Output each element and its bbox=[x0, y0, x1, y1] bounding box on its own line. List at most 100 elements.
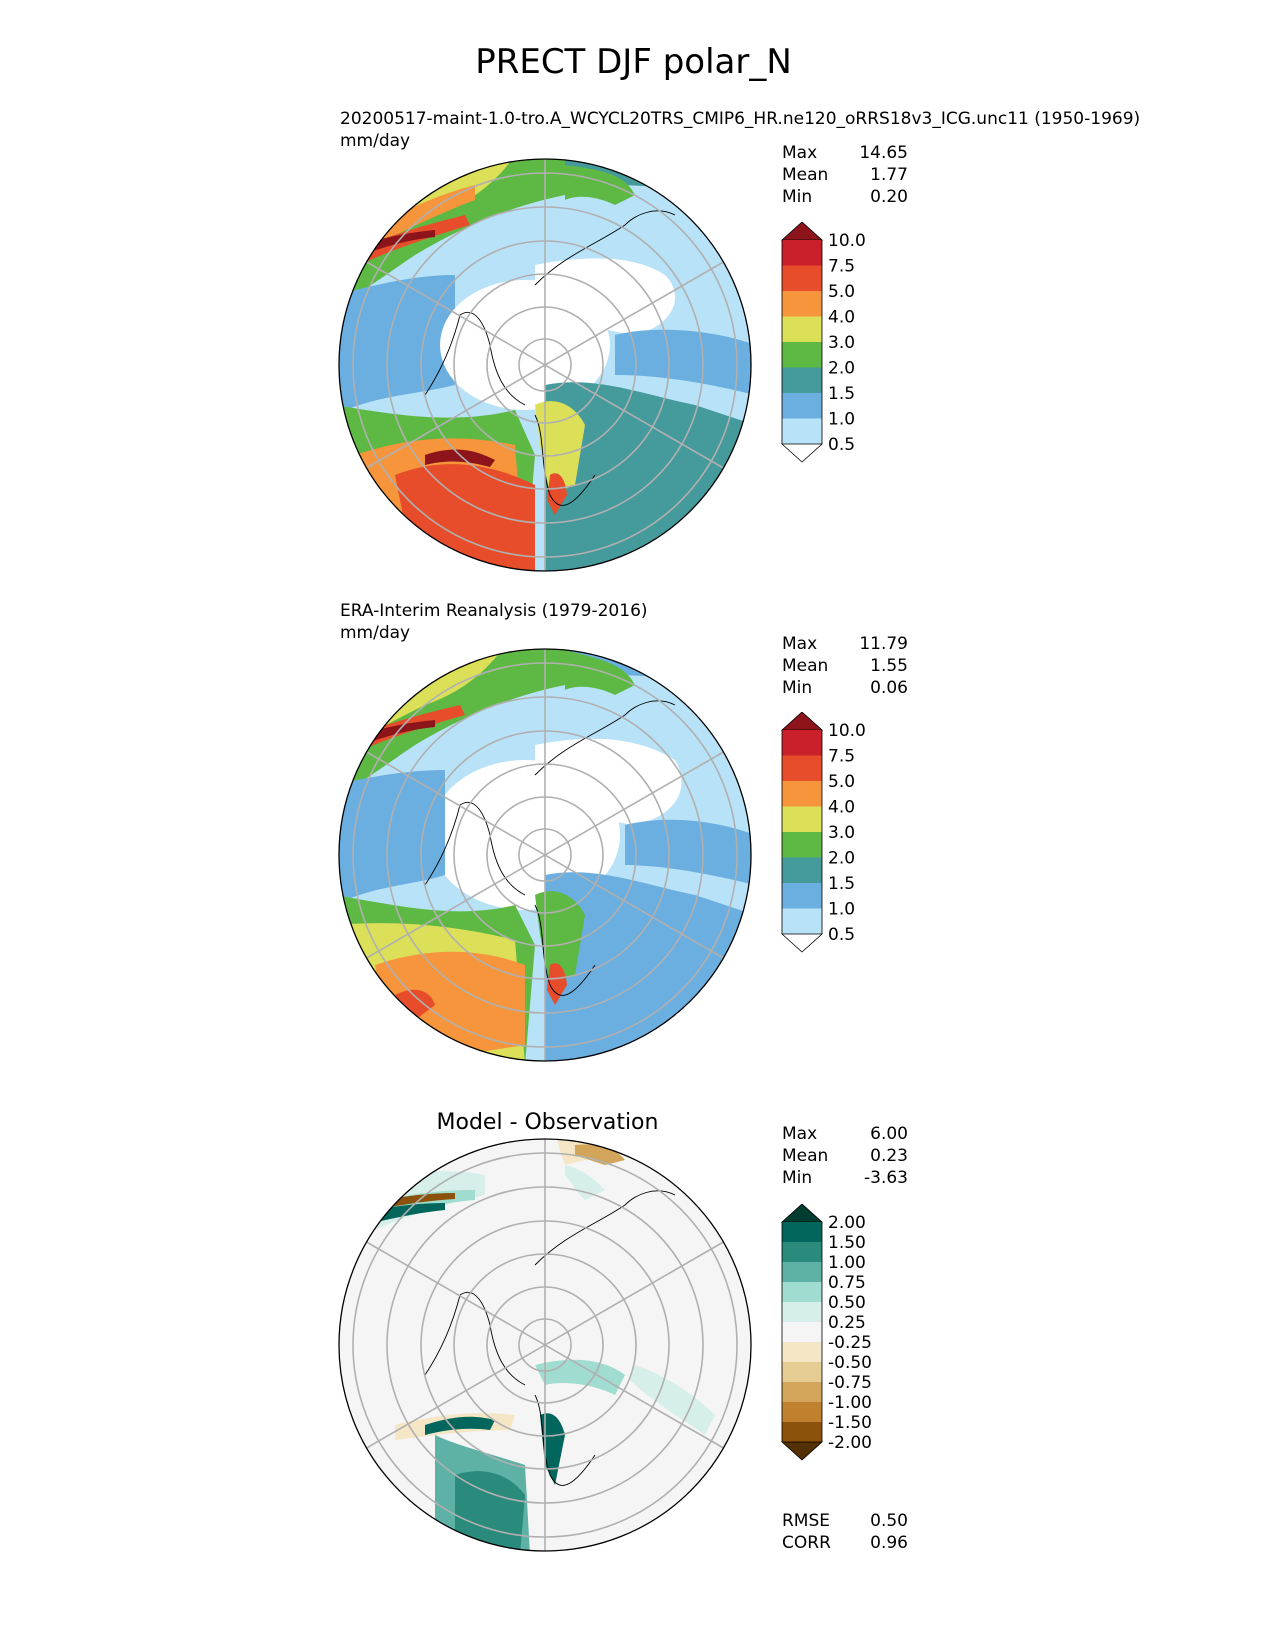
panel-2-polar-map bbox=[338, 648, 752, 1062]
panel-1-colorbar: 0.5 1.0 1.5 2.0 3.0 4.0 5.0 7.5 10.0 bbox=[780, 222, 866, 463]
colorbar-tick-label: 1.0 bbox=[828, 900, 855, 920]
panel-3-stats: Max 6.00 Mean 0.23 Min -3.63 bbox=[782, 1123, 908, 1189]
colorbar-tick-label: 0.5 bbox=[828, 435, 855, 455]
panel-2-units: mm/day bbox=[340, 623, 411, 643]
panel-1-polar-map bbox=[338, 158, 752, 572]
colorbar-tick-label: 0.25 bbox=[828, 1313, 866, 1333]
colorbar-tick-label: 0.75 bbox=[828, 1273, 866, 1293]
colorbar-extend-min bbox=[780, 933, 824, 953]
colorbar-segment bbox=[782, 240, 822, 266]
colorbar-tick-label: 1.5 bbox=[828, 384, 855, 404]
colorbar-segment bbox=[782, 1322, 822, 1343]
stat-min: Min 0.06 bbox=[782, 678, 908, 698]
colorbar-segment bbox=[782, 265, 822, 292]
colorbar-segment bbox=[782, 367, 822, 394]
colorbar-segment bbox=[782, 1302, 822, 1323]
stat-mean: Mean 1.55 bbox=[782, 656, 908, 676]
colorbar-tick-label: -2.00 bbox=[828, 1433, 872, 1453]
panel-3-colorbar: -2.00-1.50-1.00-0.75-0.50-0.250.250.500.… bbox=[780, 1204, 872, 1461]
colorbar-tick-label: 2.0 bbox=[828, 849, 855, 869]
norway-red bbox=[547, 473, 567, 515]
colorbar-tick-label: 0.5 bbox=[828, 925, 855, 945]
colorbar-segment bbox=[782, 781, 822, 807]
stat-min: Min 0.20 bbox=[782, 187, 908, 207]
panel-1-stats: Max 14.65 Mean 1.77 Min 0.20 bbox=[782, 142, 908, 208]
colorbar-segment bbox=[782, 883, 822, 909]
coastline-3 bbox=[534, 414, 596, 506]
colorbar-tick-label: 10.0 bbox=[828, 721, 866, 741]
map-frame bbox=[338, 158, 752, 572]
colorbar-tick-label: 4.0 bbox=[828, 308, 855, 328]
coastline-1 bbox=[424, 312, 526, 406]
colorbar-segment bbox=[782, 755, 822, 782]
stat-max: Max 14.65 bbox=[782, 143, 908, 163]
colorbar-extend-max bbox=[780, 712, 824, 731]
pacific-band-orange bbox=[355, 185, 475, 255]
colorbar-extend-max bbox=[780, 1204, 824, 1223]
colorbar-segment bbox=[782, 316, 822, 343]
colorbar-segment bbox=[782, 1262, 822, 1283]
colorbar-segment bbox=[782, 857, 822, 884]
colorbar-tick-label: 2.00 bbox=[828, 1213, 866, 1233]
figure-title: PRECT DJF polar_N bbox=[475, 42, 792, 82]
colorbar-tick-label: -1.00 bbox=[828, 1393, 872, 1413]
colorbar-segment bbox=[782, 730, 822, 756]
colorbar-segment bbox=[782, 1422, 822, 1443]
colorbar-segment bbox=[782, 1282, 822, 1303]
panel-2-subtitle: ERA-Interim Reanalysis (1979-2016) bbox=[340, 601, 648, 621]
colorbar-segment bbox=[782, 1362, 822, 1383]
colorbar-tick-label: 5.0 bbox=[828, 772, 855, 792]
pacific-band-red bbox=[355, 215, 470, 267]
panel-3-polar-map bbox=[338, 1138, 752, 1552]
colorbar-tick-label: -0.50 bbox=[828, 1353, 872, 1373]
panel-1-units: mm/day bbox=[340, 131, 411, 151]
panel-3-metrics: RMSE 0.50 CORR 0.96 bbox=[782, 1510, 908, 1554]
europe-blue bbox=[615, 329, 751, 395]
colorbar-tick-label: 3.0 bbox=[828, 823, 855, 843]
panel-2-colorbar: 0.5 1.0 1.5 2.0 3.0 4.0 5.0 7.5 10.0 bbox=[780, 712, 866, 953]
stat-min: Min -3.63 bbox=[782, 1168, 908, 1188]
colorbar-extend-min bbox=[780, 443, 824, 463]
colorbar-tick-label: 7.5 bbox=[828, 257, 855, 277]
colorbar-segment bbox=[782, 418, 822, 445]
panel-1-subtitle: 20200517-maint-1.0-tro.A_WCYCL20TRS_CMIP… bbox=[340, 109, 1141, 129]
colorbar-segment bbox=[782, 1382, 822, 1403]
metric-corr: CORR 0.96 bbox=[782, 1533, 908, 1553]
colorbar-tick-label: 3.0 bbox=[828, 333, 855, 353]
stat-max: Max 6.00 bbox=[782, 1124, 908, 1144]
colorbar-segment bbox=[782, 1242, 822, 1263]
canada-blue bbox=[339, 275, 455, 415]
colorbar-segment bbox=[782, 1402, 822, 1423]
colorbar-tick-label: 7.5 bbox=[828, 747, 855, 767]
greenland-darkred bbox=[425, 449, 495, 467]
norway-yellow bbox=[535, 401, 585, 495]
colorbar-segment bbox=[782, 1342, 822, 1363]
colorbar-extend-max bbox=[780, 222, 824, 241]
colorbar-tick-label: 10.0 bbox=[828, 231, 866, 251]
colorbar-tick-label: -0.25 bbox=[828, 1333, 872, 1353]
colorbar-extend-min bbox=[780, 1441, 824, 1461]
pacific-band-darkred bbox=[355, 230, 435, 257]
colorbar-segment bbox=[782, 806, 822, 833]
colorbar-segment bbox=[782, 908, 822, 935]
colorbar-tick-label: 0.50 bbox=[828, 1293, 866, 1313]
colorbar-segment bbox=[782, 393, 822, 419]
colorbar-segment bbox=[782, 342, 822, 368]
stat-max: Max 11.79 bbox=[782, 634, 908, 654]
colorbar-tick-label: -1.50 bbox=[828, 1413, 872, 1433]
colorbar-tick-label: 1.5 bbox=[828, 874, 855, 894]
panel-3-title: Model - Observation bbox=[436, 1110, 659, 1135]
colorbar-segment bbox=[782, 1222, 822, 1243]
panel-2-stats: Max 11.79 Mean 1.55 Min 0.06 bbox=[782, 633, 908, 699]
colorbar-tick-label: 1.00 bbox=[828, 1253, 866, 1273]
graticule bbox=[352, 159, 738, 571]
colorbar-segment bbox=[782, 832, 822, 858]
colorbar-tick-label: 1.50 bbox=[828, 1233, 866, 1253]
colorbar-tick-label: 4.0 bbox=[828, 798, 855, 818]
stat-mean: Mean 1.77 bbox=[782, 165, 908, 185]
stat-mean: Mean 0.23 bbox=[782, 1146, 908, 1166]
siberia-green bbox=[565, 165, 635, 205]
metric-rmse: RMSE 0.50 bbox=[782, 1511, 908, 1531]
colorbar-tick-label: 2.0 bbox=[828, 359, 855, 379]
coastline-2 bbox=[534, 210, 676, 286]
